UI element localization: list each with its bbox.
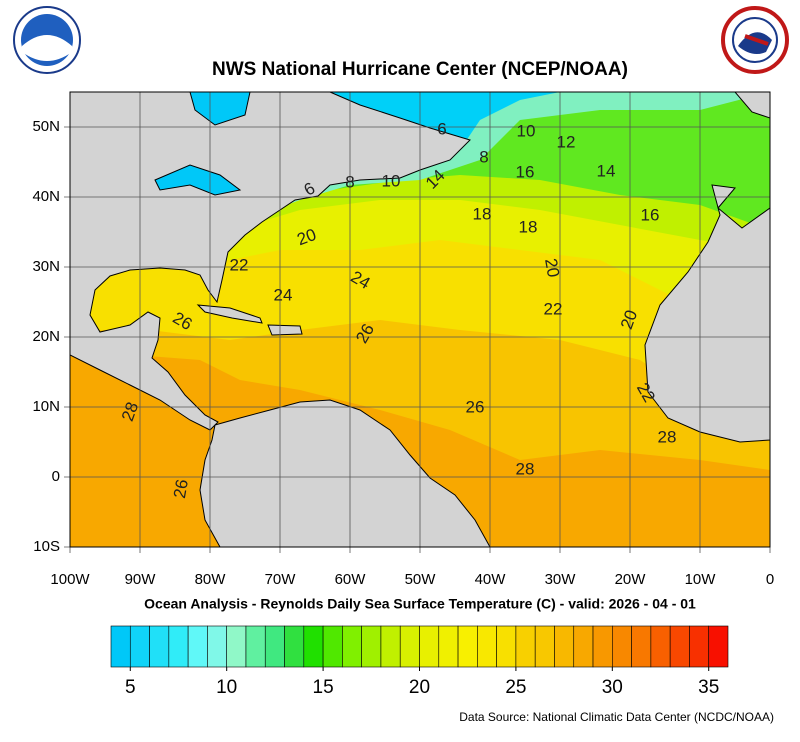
- data-source: Data Source: National Climatic Data Cent…: [459, 710, 774, 724]
- colorbar-cell: [708, 625, 729, 668]
- colorbar-cell: [650, 625, 671, 668]
- y-tick-label: 10S: [33, 538, 60, 555]
- colorbar-cell: [592, 625, 613, 668]
- x-tick-label: 50W: [405, 571, 437, 588]
- colorbar-cell: [187, 625, 208, 668]
- colorbar-cell: [669, 625, 690, 668]
- colorbar-tick-label: 10: [216, 677, 237, 698]
- colorbar-cell: [207, 625, 227, 668]
- colorbar-cell: [689, 625, 710, 668]
- y-tick-label: 40N: [32, 188, 60, 205]
- contour-label: 18: [473, 204, 492, 223]
- nws-logo: [721, 6, 789, 74]
- plot-frame: [69, 91, 771, 548]
- colorbar-cell: [245, 625, 266, 668]
- land-cuba: [196, 304, 263, 324]
- y-tick-label: 50N: [32, 118, 60, 135]
- colorbar-cell: [361, 625, 382, 668]
- contour-label: 28: [658, 427, 677, 446]
- y-tick-label: 0: [52, 468, 60, 485]
- x-tick-label: 0: [766, 571, 774, 588]
- colorbar-cell: [342, 625, 362, 668]
- colorbar-cell: [515, 625, 536, 668]
- x-tick-label: 20W: [615, 571, 647, 588]
- x-tick-label: 80W: [195, 571, 227, 588]
- x-tick-label: 60W: [335, 571, 367, 588]
- colorbar-cell: [110, 625, 131, 668]
- y-tick-label: 10N: [32, 398, 60, 415]
- noaa-logo: [13, 6, 81, 74]
- land-hispaniola: [267, 324, 303, 336]
- contour-label: 22: [230, 255, 249, 274]
- hudson-bay: [189, 92, 251, 126]
- x-tick-label: 90W: [125, 571, 157, 588]
- contour-label: 26: [170, 478, 192, 500]
- contour-label: 14: [597, 161, 616, 180]
- great-lakes: [154, 164, 242, 196]
- x-tick-label: 30W: [545, 571, 577, 588]
- x-tick-label: 40W: [475, 571, 507, 588]
- colorbar-tick-label: 35: [698, 677, 719, 698]
- contour-label: 16: [516, 162, 535, 181]
- colorbar-cell: [226, 625, 247, 668]
- colorbar-cell: [380, 625, 401, 668]
- contour-label: 24: [274, 285, 293, 304]
- contour-label: 10: [517, 121, 536, 140]
- y-tick-label: 30N: [32, 258, 60, 275]
- colorbar-cell: [168, 625, 189, 668]
- contour-label: 8: [345, 172, 354, 191]
- land-africa-europe: [644, 184, 770, 443]
- colorbar-cell: [534, 625, 555, 668]
- y-tick-label: 20N: [32, 328, 60, 345]
- land-south-america: [199, 399, 491, 547]
- contour-label: 22: [544, 299, 563, 318]
- contour-label: 10: [382, 171, 401, 190]
- contour-label: 18: [519, 217, 538, 236]
- contour-label: 16: [641, 205, 660, 224]
- contour-label: 26: [466, 397, 485, 416]
- title: NWS National Hurricane Center (NCEP/NOAA…: [212, 59, 628, 80]
- colorbar-tick-label: 15: [313, 677, 334, 698]
- colorbar-tick-label: 30: [602, 677, 623, 698]
- colorbar-cell: [303, 625, 324, 668]
- colorbar-cell: [399, 625, 420, 668]
- colorbar-cell: [554, 625, 575, 668]
- colorbar-cell: [419, 625, 440, 668]
- contour-label: 20: [541, 257, 563, 279]
- contour-label: 28: [516, 459, 535, 478]
- colorbar-cell: [573, 625, 594, 668]
- colorbar-tick-label: 20: [409, 677, 430, 698]
- x-tick-label: 70W: [265, 571, 297, 588]
- colorbar-cell: [284, 625, 305, 668]
- colorbar-cell: [612, 625, 632, 668]
- colorbar-cell: [631, 625, 652, 668]
- colorbar-tick-label: 5: [125, 677, 136, 698]
- land-british-isles: [734, 92, 770, 119]
- contour-label: 8: [479, 147, 488, 166]
- colorbar-cell: [496, 625, 517, 668]
- colorbar-cell: [438, 625, 459, 668]
- colorbar-cell: [264, 625, 285, 668]
- colorbar: 5 10 15 20 25 30 35: [110, 625, 729, 698]
- subtitle: Ocean Analysis - Reynolds Daily Sea Surf…: [144, 596, 696, 612]
- colorbar-cell: [149, 625, 170, 668]
- colorbar-tick-label: 25: [505, 677, 526, 698]
- x-tick-label: 100W: [50, 571, 90, 588]
- x-tick-label: 10W: [685, 571, 717, 588]
- contour-label: 12: [557, 132, 576, 151]
- colorbar-cell: [477, 625, 497, 668]
- colorbar-cell: [129, 625, 150, 668]
- contour-label: 6: [437, 119, 446, 138]
- colorbar-cell: [322, 625, 343, 668]
- colorbar-cell: [457, 625, 478, 668]
